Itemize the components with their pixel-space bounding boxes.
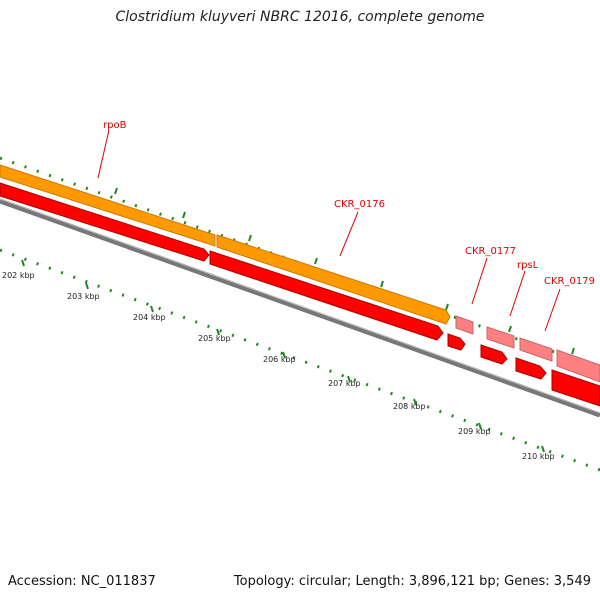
genome-backbone	[0, 198, 600, 418]
gene-CKR_0179-red-b[interactable]	[551, 369, 600, 407]
gene-label-rpsL[interactable]: rpsL	[517, 260, 539, 271]
gene-CKR_0176-red[interactable]	[209, 250, 444, 341]
gene-rpoB-red[interactable]	[0, 182, 210, 262]
gene-labels: rpoB CKR_0176 CKR_0177 rpsL CKR_0179	[103, 120, 595, 287]
gene-label-CKR_0176[interactable]: CKR_0176	[334, 199, 385, 210]
scale-label: 204 kbp	[133, 313, 166, 322]
scale-label: 209 kbp	[458, 427, 491, 436]
scale-label: 210 kbp	[522, 452, 555, 461]
gene-CKR_0179-pink-b[interactable]	[556, 349, 600, 383]
genome-title: Clostridium kluyveri NBRC 12016, complet…	[115, 9, 485, 25]
outer-tick-ruler	[0, 156, 600, 370]
genome-summary-text: Topology: circular; Length: 3,896,121 bp…	[233, 574, 591, 589]
gene-CKR_0177-red[interactable]	[447, 333, 466, 351]
scale-label: 206 kbp	[263, 355, 296, 364]
gene-rpsL-pink[interactable]	[486, 326, 515, 349]
scale-labels: 202 kbp 203 kbp 204 kbp 205 kbp 206 kbp …	[2, 271, 555, 461]
scale-label: 205 kbp	[198, 334, 231, 343]
inner-major-ticks	[21, 259, 545, 453]
gene-label-leaders	[97, 129, 561, 332]
gene-CKR_0179-red-a[interactable]	[515, 357, 547, 380]
gene-label-CKR_0177[interactable]: CKR_0177	[465, 246, 516, 257]
scale-label: 202 kbp	[2, 271, 35, 280]
gene-label-CKR_0179[interactable]: CKR_0179	[544, 276, 595, 287]
gene-rpoB-orange[interactable]	[0, 164, 216, 247]
orange-gene-track	[0, 164, 451, 325]
gene-rpsL-red[interactable]	[480, 344, 508, 365]
red-gene-track	[0, 182, 600, 407]
accession-text: Accession: NC_011837	[8, 574, 156, 589]
gene-CKR_0177-pink[interactable]	[455, 315, 474, 335]
pink-gene-track	[455, 315, 600, 383]
gene-CKR_0179-pink-a[interactable]	[519, 337, 553, 362]
scale-label: 207 kbp	[328, 379, 361, 388]
gene-CKR_0176-orange[interactable]	[216, 234, 451, 325]
scale-label: 208 kbp	[393, 402, 426, 411]
gene-label-rpoB[interactable]: rpoB	[103, 120, 127, 131]
outer-major-ticks	[114, 187, 575, 355]
scale-label: 203 kbp	[67, 292, 100, 301]
